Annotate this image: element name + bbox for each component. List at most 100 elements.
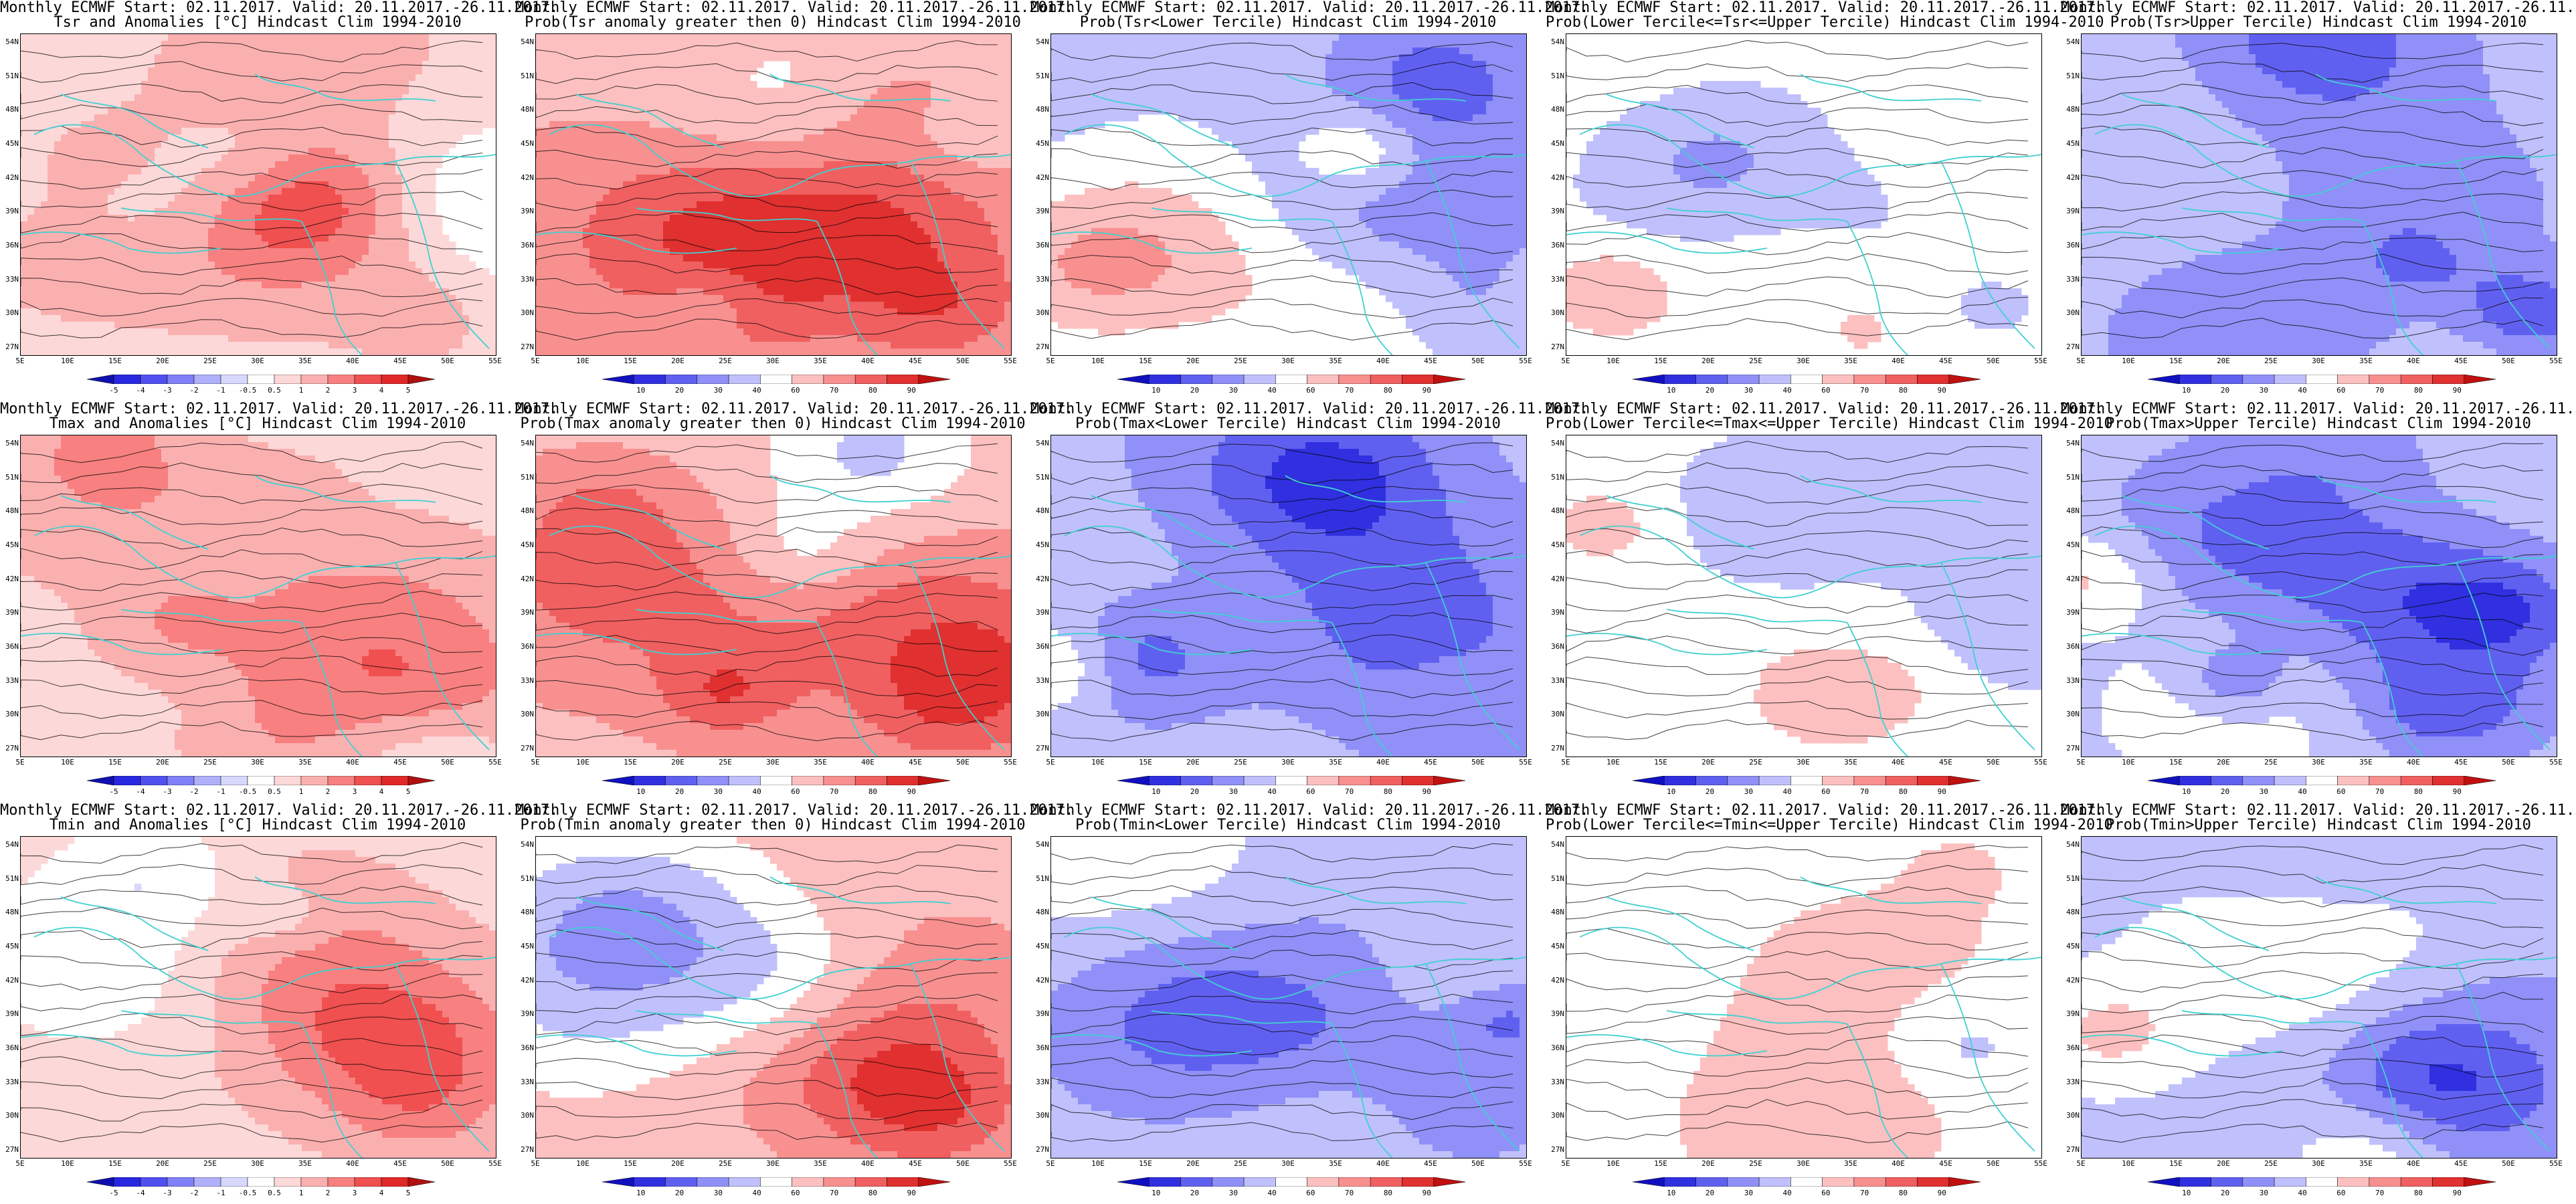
lon-tick-label: 25E xyxy=(2264,357,2278,365)
lon-tick-label: 40E xyxy=(346,758,359,767)
lon-tick-label: 25E xyxy=(1234,357,1247,365)
isotherm-contours xyxy=(536,40,998,340)
colorbar-label: 80 xyxy=(868,386,877,395)
colorbar-swatch xyxy=(665,375,698,384)
lat-tick-label: 54N xyxy=(1030,439,1049,447)
colorbar-label: 40 xyxy=(1782,1189,1791,1197)
lat-tick-label: 54N xyxy=(1030,37,1049,46)
colorbar-swatch xyxy=(1633,776,1665,785)
lat-tick-label: 27N xyxy=(515,744,534,752)
lat-tick-label: 39N xyxy=(1030,207,1049,215)
lon-tick-label: 30E xyxy=(1797,357,1810,365)
colorbar-swatch xyxy=(728,776,761,785)
lon-tick-label: 45E xyxy=(2454,357,2468,365)
colorbar-label: 10 xyxy=(1152,386,1160,395)
colorbar-swatch xyxy=(1117,375,1149,384)
colorbar-swatch xyxy=(792,776,824,785)
lon-tick-label: 10E xyxy=(576,758,589,767)
lon-tick-label: 40E xyxy=(1892,758,1905,767)
lon-tick-label: 55E xyxy=(1519,357,1532,365)
colorbar-label: 3 xyxy=(353,787,357,796)
colorbar-label: 5 xyxy=(406,787,411,796)
lon-tick-label: 30E xyxy=(766,758,779,767)
lon-tick-label: 45E xyxy=(393,1159,407,1168)
lon-tick-label: 55E xyxy=(1004,357,1017,365)
map-panel: Monthly ECMWF Start: 02.11.2017. Valid: … xyxy=(2061,401,2576,803)
lon-tick-label: 10E xyxy=(1091,357,1105,365)
map-frame xyxy=(1566,836,2042,1159)
colorbar-swatch xyxy=(1149,776,1181,785)
panel-title-line2: Tsr and Anomalies [°C] Hindcast Clim 199… xyxy=(0,15,515,31)
lat-tick-label: 48N xyxy=(1030,506,1049,515)
colorbar-label: 20 xyxy=(675,787,684,796)
lon-tick-label: 20E xyxy=(1186,357,1200,365)
coastline xyxy=(21,74,496,355)
colorbar-label: 60 xyxy=(1306,787,1315,796)
colorbar-swatch xyxy=(634,776,666,785)
lon-tick-label: 35E xyxy=(2359,758,2373,767)
lon-tick-label: 30E xyxy=(1281,1159,1295,1168)
colorbar-swatch xyxy=(2464,375,2496,384)
lon-tick-label: 40E xyxy=(346,357,359,365)
map-canvas xyxy=(1566,435,2041,757)
lat-tick-label: 33N xyxy=(0,275,19,284)
colorbar-swatch xyxy=(2400,776,2433,785)
colorbar-label: 70 xyxy=(1345,787,1354,796)
colorbar-swatch xyxy=(2211,776,2243,785)
colorbar-swatch xyxy=(1212,375,1245,384)
lat-tick-label: 36N xyxy=(0,241,19,249)
colorbar-label: 20 xyxy=(2221,787,2229,796)
lon-tick-label: 40E xyxy=(346,1159,359,1168)
colorbar-label: 1 xyxy=(299,386,304,395)
colorbar-swatch xyxy=(1180,375,1213,384)
map-frame xyxy=(1566,33,2042,356)
map-panel: Monthly ECMWF Start: 02.11.2017. Valid: … xyxy=(0,401,558,803)
colorbar-swatch xyxy=(87,375,114,384)
colorbar-label: 40 xyxy=(752,787,761,796)
colorbar-label: 40 xyxy=(1782,386,1791,395)
colorbar-label: 60 xyxy=(2336,787,2345,796)
lat-tick-label: 54N xyxy=(0,439,19,447)
colorbar-swatch xyxy=(1853,1177,1886,1187)
lon-tick-label: 5E xyxy=(1561,357,1570,365)
lat-tick-label: 45N xyxy=(515,942,534,950)
colorbar-swatch xyxy=(2211,375,2243,384)
lat-tick-label: 36N xyxy=(515,642,534,651)
colorbar-label: -4 xyxy=(136,787,145,796)
colorbar-label: 20 xyxy=(1706,386,1714,395)
lat-tick-label: 33N xyxy=(1546,1078,1564,1086)
colorbar-label: 60 xyxy=(791,1189,800,1197)
colorbar-label: 10 xyxy=(1667,1189,1675,1197)
lat-tick-label: 39N xyxy=(1546,207,1564,215)
lon-tick-label: 35E xyxy=(814,758,827,767)
map-panel: Monthly ECMWF Start: 02.11.2017. Valid: … xyxy=(515,0,1073,401)
lon-tick-label: 50E xyxy=(956,357,970,365)
colorbar-label: -3 xyxy=(163,787,171,796)
panel-title-line1: Monthly ECMWF Start: 02.11.2017. Valid: … xyxy=(515,0,1073,16)
panel-title-line2: Prob(Lower Tercile<=Tmin<=Upper Tercile)… xyxy=(1546,817,2113,833)
lat-tick-label: 54N xyxy=(0,37,19,46)
lon-tick-label: 55E xyxy=(2549,758,2563,767)
colorbar-swatch xyxy=(247,1177,275,1187)
colorbar-swatch xyxy=(1212,776,1245,785)
shaded-field xyxy=(2082,837,2557,1158)
lon-tick-label: 40E xyxy=(1376,758,1390,767)
lon-tick-label: 35E xyxy=(1844,357,1857,365)
colorbar-swatch xyxy=(1727,1177,1760,1187)
colorbar-swatch xyxy=(1758,1177,1791,1187)
lat-tick-label: 33N xyxy=(2061,275,2080,284)
panel-title-line1: Monthly ECMWF Start: 02.11.2017. Valid: … xyxy=(1546,803,2104,819)
coastline xyxy=(536,475,1011,757)
colorbar-label: 90 xyxy=(1422,787,1431,796)
lon-tick-label: 10E xyxy=(61,758,74,767)
colorbar-label: 60 xyxy=(2336,1189,2345,1197)
colorbar-label: 20 xyxy=(2221,1189,2229,1197)
lat-tick-label: 48N xyxy=(2061,506,2080,515)
lon-tick-label: 5E xyxy=(1046,758,1054,767)
colorbar-label: 30 xyxy=(2260,1189,2268,1197)
colorbar-label: 80 xyxy=(868,787,877,796)
colorbar-label: 70 xyxy=(830,386,838,395)
colorbar-swatch xyxy=(327,776,355,785)
lon-tick-label: 20E xyxy=(2217,758,2230,767)
lon-tick-label: 10E xyxy=(576,357,589,365)
